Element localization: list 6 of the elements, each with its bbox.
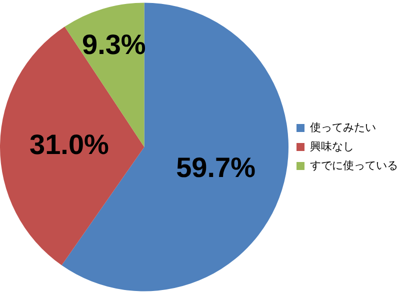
legend-label: 興味なし <box>310 140 354 153</box>
data-label: 59.7% <box>176 152 256 184</box>
data-label: 31.0% <box>30 128 110 160</box>
legend-label: すでに使っている <box>310 158 398 172</box>
legend-label: 使ってみたい <box>310 120 376 134</box>
data-label: 9.3% <box>82 28 146 60</box>
